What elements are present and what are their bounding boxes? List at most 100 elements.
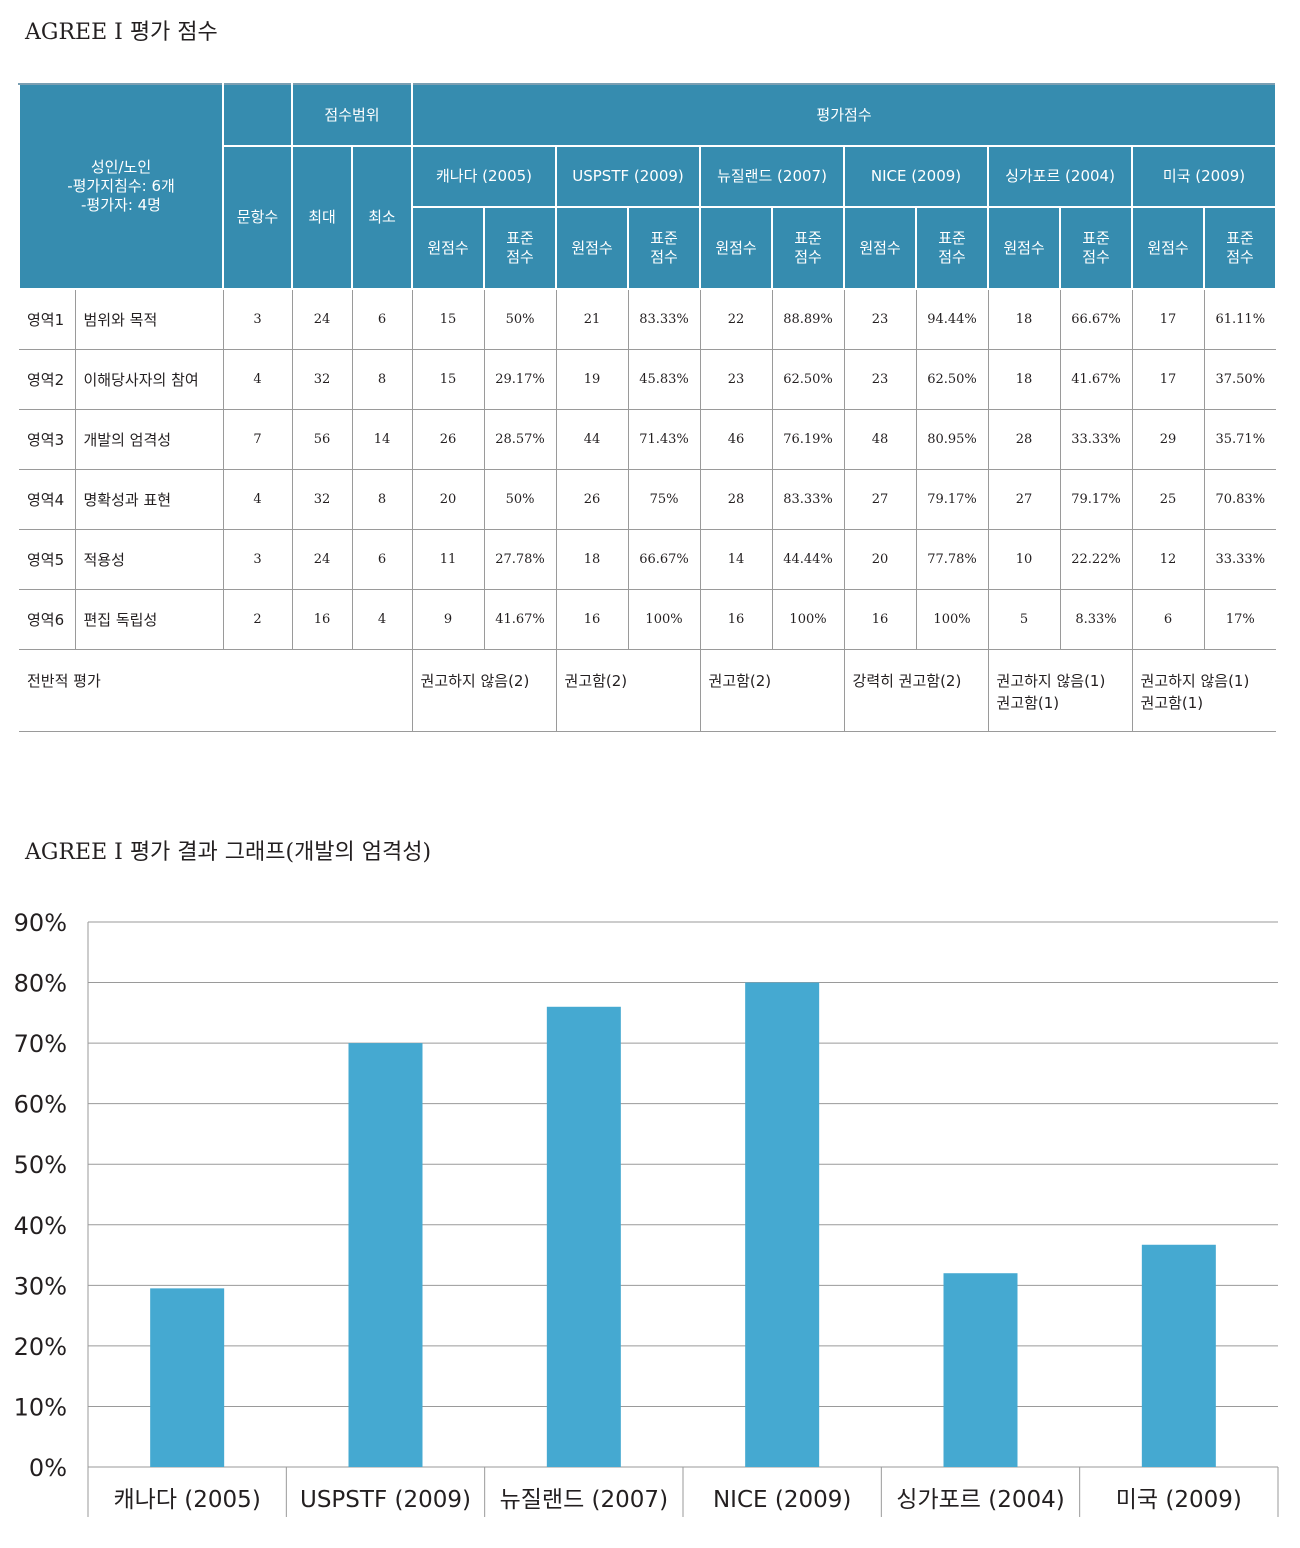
- item-count: 7: [223, 409, 293, 470]
- raw-score: 11: [412, 529, 485, 590]
- x-category-label: 싱가포르 (2004): [896, 1487, 1064, 1513]
- table-title: AGREE I 평가 점수: [25, 20, 218, 45]
- corner-header: 성인/노인 -평가지침수: 6개 -평가자: 4명: [18, 83, 224, 290]
- raw-score: 16: [556, 589, 629, 650]
- raw-score: 29: [1132, 409, 1205, 470]
- max-score: 32: [292, 469, 353, 530]
- x-category-label: 캐나다 (2005): [114, 1487, 261, 1513]
- y-tick-label: 40%: [14, 1212, 67, 1240]
- standard-score: 88.89%: [772, 289, 845, 350]
- bar: [348, 1043, 423, 1467]
- y-tick-label: 80%: [14, 970, 67, 998]
- domain-number: 영역3: [19, 409, 76, 470]
- x-category-label: 뉴질랜드 (2007): [500, 1487, 668, 1513]
- std-score-header: 표준 점수: [627, 206, 702, 290]
- bar: [150, 1288, 225, 1467]
- y-tick-label: 10%: [14, 1393, 67, 1421]
- standard-score: 37.50%: [1204, 349, 1277, 410]
- standard-score: 100%: [628, 589, 701, 650]
- table-row: 영역1 범위와 목적 3 24 6 15 50% 21 83.33% 22 88.89% 23 94.4…: [19, 289, 1277, 350]
- item-count: 3: [223, 529, 293, 590]
- raw-score: 19: [556, 349, 629, 410]
- standard-score: 62.50%: [916, 349, 989, 410]
- domain-name: 적용성: [75, 529, 224, 590]
- raw-score: 44: [556, 409, 629, 470]
- items-header: 문항수: [222, 145, 293, 290]
- standard-score: 33.33%: [1204, 529, 1277, 590]
- y-tick-label: 20%: [14, 1333, 67, 1361]
- standard-score: 22.22%: [1060, 529, 1133, 590]
- raw-score: 28: [700, 469, 773, 530]
- domain-name: 개발의 엄격성: [75, 409, 224, 470]
- x-category-label: NICE (2009): [713, 1487, 851, 1513]
- min-score: 4: [352, 589, 413, 650]
- standard-score: 29.17%: [484, 349, 557, 410]
- min-header: 최소: [350, 145, 414, 290]
- item-count: 4: [223, 469, 293, 530]
- standard-score: 41.67%: [1060, 349, 1133, 410]
- y-tick-label: 60%: [14, 1091, 67, 1119]
- raw-score: 23: [844, 289, 917, 350]
- raw-score: 6: [1132, 589, 1205, 650]
- standard-score: 66.67%: [628, 529, 701, 590]
- max-score: 16: [292, 589, 353, 650]
- score-header: 평가점수: [411, 83, 1278, 147]
- overall-assessment: 강력히 권고함(2): [844, 649, 989, 732]
- raw-score: 10: [988, 529, 1061, 590]
- standard-score: 41.67%: [484, 589, 557, 650]
- domain-number: 영역5: [19, 529, 76, 590]
- std-score-header: 표준 점수: [915, 206, 990, 290]
- raw-score: 16: [700, 589, 773, 650]
- guideline-header: 캐나다 (2005): [411, 145, 558, 208]
- domain-name: 범위와 목적: [75, 289, 224, 350]
- guideline-header: NICE (2009): [843, 145, 990, 208]
- standard-score: 100%: [772, 589, 845, 650]
- raw-score: 20: [412, 469, 485, 530]
- standard-score: 33.33%: [1060, 409, 1133, 470]
- raw-score: 17: [1132, 289, 1205, 350]
- item-count: 2: [223, 589, 293, 650]
- raw-score-header: 원점수: [699, 206, 774, 290]
- domain-number: 영역2: [19, 349, 76, 410]
- raw-score: 27: [844, 469, 917, 530]
- max-score: 24: [292, 289, 353, 350]
- bar: [546, 1006, 621, 1467]
- domain-number: 영역4: [19, 469, 76, 530]
- standard-score: 35.71%: [1204, 409, 1277, 470]
- overall-assessment: 권고함(2): [556, 649, 701, 732]
- standard-score: 17%: [1204, 589, 1277, 650]
- standard-score: 27.78%: [484, 529, 557, 590]
- min-score: 8: [352, 349, 413, 410]
- raw-score: 26: [556, 469, 629, 530]
- raw-score: 18: [988, 349, 1061, 410]
- standard-score: 100%: [916, 589, 989, 650]
- x-category-label: 미국 (2009): [1116, 1487, 1242, 1513]
- raw-score: 25: [1132, 469, 1205, 530]
- raw-score-header: 원점수: [1131, 206, 1206, 290]
- min-score: 6: [352, 289, 413, 350]
- raw-score: 23: [844, 349, 917, 410]
- guideline-header: USPSTF (2009): [555, 145, 702, 208]
- raw-score: 15: [412, 289, 485, 350]
- std-score-header: 표준 점수: [1203, 206, 1278, 290]
- max-header: 최대: [291, 145, 353, 290]
- standard-score: 75%: [628, 469, 701, 530]
- raw-score: 22: [700, 289, 773, 350]
- item-count: 3: [223, 289, 293, 350]
- standard-score: 45.83%: [628, 349, 701, 410]
- guideline-header: 뉴질랜드 (2007): [699, 145, 846, 208]
- standard-score: 70.83%: [1204, 469, 1277, 530]
- standard-score: 50%: [484, 469, 557, 530]
- raw-score: 23: [700, 349, 773, 410]
- max-score: 32: [292, 349, 353, 410]
- raw-score: 15: [412, 349, 485, 410]
- overall-assessment: 권고하지 않음(2): [412, 649, 557, 732]
- standard-score: 83.33%: [628, 289, 701, 350]
- overall-assessment: 권고하지 않음(1) 권고함(1): [988, 649, 1133, 732]
- standard-score: 77.78%: [916, 529, 989, 590]
- domain-number: 영역1: [19, 289, 76, 350]
- standard-score: 71.43%: [628, 409, 701, 470]
- raw-score: 26: [412, 409, 485, 470]
- overall-assessment: 권고함(2): [700, 649, 845, 732]
- domain-name: 편집 독립성: [75, 589, 224, 650]
